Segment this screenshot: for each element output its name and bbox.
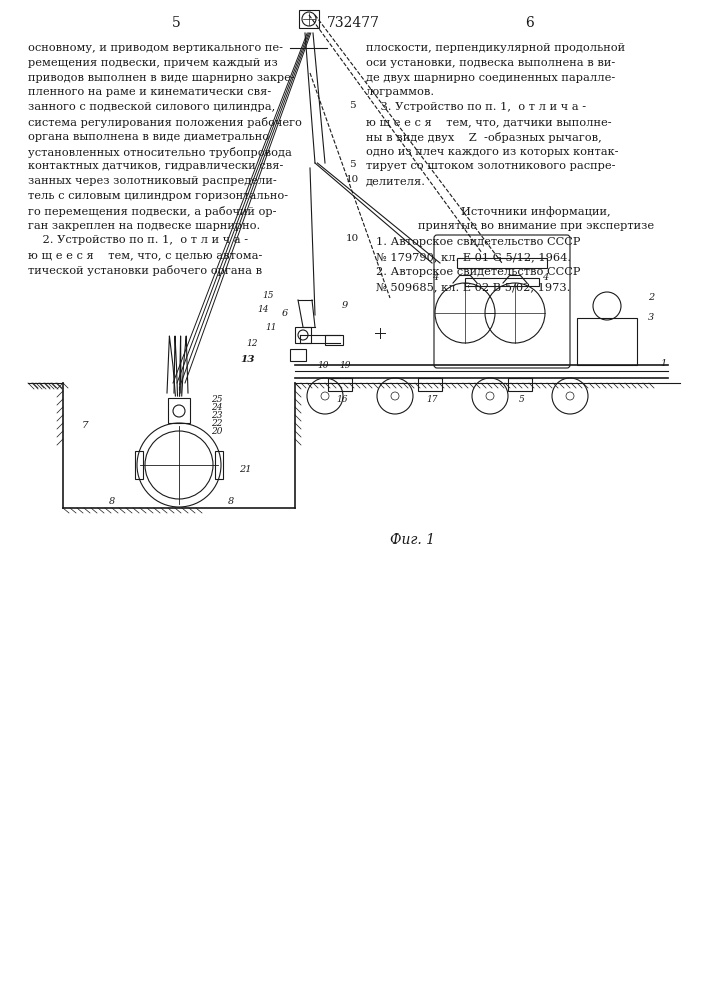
Text: 16: 16 [337, 395, 348, 404]
Text: органа выполнена в виде диаметрально: органа выполнена в виде диаметрально [28, 132, 269, 142]
Text: 5: 5 [172, 16, 180, 30]
Text: пленного на раме и кинематически свя-: пленного на раме и кинематически свя- [28, 87, 271, 97]
Bar [508, 378, 532, 391]
Bar [215, 451, 223, 479]
Text: Фиг. 1: Фиг. 1 [390, 533, 435, 547]
Text: 3: 3 [648, 314, 654, 322]
Text: 9: 9 [342, 300, 348, 310]
Bar [577, 318, 637, 365]
Text: тирует со штоком золотникового распре-: тирует со штоком золотникового распре- [366, 161, 616, 171]
Text: го перемещения подвески, а рабочий ор-: го перемещения подвески, а рабочий ор- [28, 206, 276, 217]
Text: 10: 10 [317, 360, 329, 369]
Text: 13: 13 [240, 356, 255, 364]
Text: 22: 22 [211, 420, 223, 428]
Text: тической установки рабочего органа в: тической установки рабочего органа в [28, 265, 262, 276]
Bar [325, 335, 343, 345]
Bar [418, 378, 442, 391]
Text: одно из плеч каждого из которых контак-: одно из плеч каждого из которых контак- [366, 147, 619, 157]
Text: занных через золотниковый распредели-: занных через золотниковый распредели- [28, 176, 276, 186]
Text: основному, и приводом вертикального пе-: основному, и приводом вертикального пе- [28, 43, 283, 53]
Text: 7: 7 [82, 420, 88, 430]
Text: система регулирования положения рабочего: система регулирования положения рабочего [28, 117, 302, 128]
Text: 4: 4 [542, 273, 548, 282]
Text: 8: 8 [109, 497, 115, 506]
Text: № 509685, кл. Е 02 В 5/02, 1973.: № 509685, кл. Е 02 В 5/02, 1973. [376, 282, 571, 292]
Text: ю щ е е с я    тем, что, датчики выполне-: ю щ е е с я тем, что, датчики выполне- [366, 117, 612, 127]
Text: 1. Авторское свидетельство СССР: 1. Авторское свидетельство СССР [376, 237, 580, 247]
Text: ны в виде двух    Z  -образных рычагов,: ны в виде двух Z -образных рычагов, [366, 132, 602, 143]
Bar [168, 398, 190, 423]
Text: 3. Устройство по п. 1,  о т л и ч а -: 3. Устройство по п. 1, о т л и ч а - [366, 102, 586, 112]
Text: 12: 12 [247, 338, 258, 348]
Text: 5: 5 [349, 160, 356, 169]
Text: № 179790, кл. Е 01 G 5/12, 1964.: № 179790, кл. Е 01 G 5/12, 1964. [376, 252, 571, 262]
Text: 24: 24 [211, 403, 223, 412]
Text: лограммов.: лограммов. [366, 87, 435, 97]
Text: 8: 8 [228, 497, 234, 506]
Text: 5: 5 [349, 101, 356, 110]
Bar [299, 10, 319, 28]
Bar [457, 258, 547, 268]
Text: тель с силовым цилиндром горизонтально-: тель с силовым цилиндром горизонтально- [28, 191, 288, 201]
Text: де двух шарнирно соединенных паралле-: де двух шарнирно соединенных паралле- [366, 73, 615, 83]
Text: 20: 20 [211, 426, 223, 436]
Text: 732477: 732477 [327, 16, 380, 30]
Text: 5: 5 [519, 395, 525, 404]
Text: принятые во внимание при экспертизе: принятые во внимание при экспертизе [418, 221, 654, 231]
Text: 6: 6 [525, 16, 534, 30]
Bar [328, 378, 352, 391]
Text: 1: 1 [660, 359, 666, 367]
Text: 17: 17 [426, 395, 438, 404]
Text: оси установки, подвеска выполнена в ви-: оси установки, подвеска выполнена в ви- [366, 58, 615, 68]
Text: 14: 14 [257, 306, 269, 314]
Text: 23: 23 [211, 412, 223, 420]
Text: плоскости, перпендикулярной продольной: плоскости, перпендикулярной продольной [366, 43, 625, 53]
Text: приводов выполнен в виде шарнирно закре-: приводов выполнен в виде шарнирно закре- [28, 73, 295, 83]
Text: 2. Устройство по п. 1,  о т л и ч а -: 2. Устройство по п. 1, о т л и ч а - [28, 235, 248, 245]
Text: 15: 15 [262, 290, 274, 300]
Text: делителя.: делителя. [366, 176, 426, 186]
Text: 11: 11 [265, 322, 276, 332]
Bar [295, 327, 311, 343]
Text: контактных датчиков, гидравлически свя-: контактных датчиков, гидравлически свя- [28, 161, 284, 171]
Text: ремещения подвески, причем каждый из: ремещения подвески, причем каждый из [28, 58, 278, 68]
Text: занного с подвеской силового цилиндра,: занного с подвеской силового цилиндра, [28, 102, 275, 112]
Text: ю щ е е с я    тем, что, с целью автома-: ю щ е е с я тем, что, с целью автома- [28, 250, 262, 260]
Text: 2. Авторское свидетельство СССР: 2. Авторское свидетельство СССР [376, 267, 580, 277]
Bar [290, 349, 306, 361]
Text: 19: 19 [339, 360, 351, 369]
Text: 10: 10 [346, 175, 358, 184]
Text: 10: 10 [346, 234, 358, 243]
Text: 25: 25 [211, 395, 223, 404]
Text: 21: 21 [239, 466, 252, 475]
Text: 4: 4 [432, 273, 438, 282]
Text: установленных относительно трубопровода: установленных относительно трубопровода [28, 147, 292, 158]
Text: 6: 6 [282, 308, 288, 318]
Text: ган закреплен на подвеске шарнирно.: ган закреплен на подвеске шарнирно. [28, 221, 260, 231]
Bar [135, 451, 143, 479]
Bar [465, 278, 539, 286]
Text: Источники информации,: Источники информации, [461, 206, 611, 217]
Text: 2: 2 [648, 294, 654, 302]
